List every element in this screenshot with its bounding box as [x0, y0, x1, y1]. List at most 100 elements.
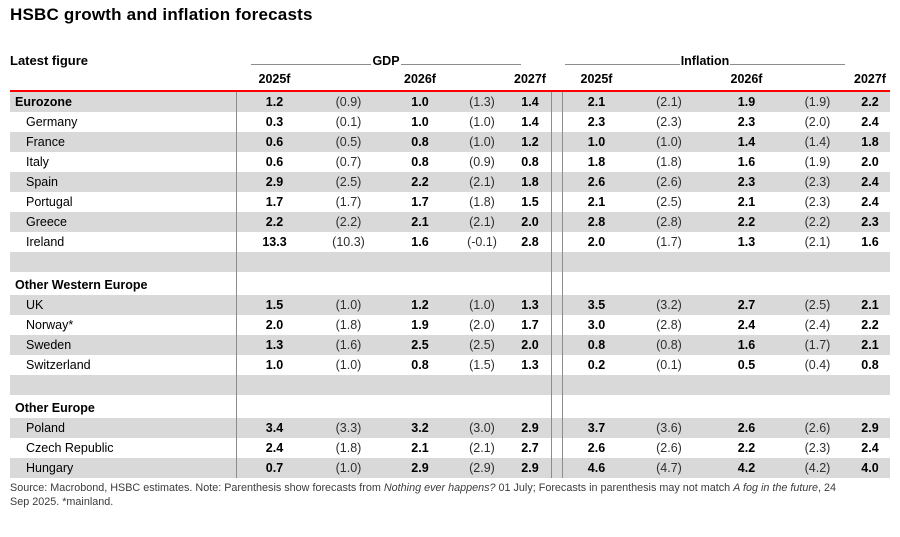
- gdp-2025f-value: 13.3: [262, 235, 287, 249]
- gdp-2027f-value: 1.3: [521, 358, 539, 372]
- inflation-2026f-paren: (2.3): [804, 175, 831, 189]
- gdp-2027f-value: 1.2: [521, 135, 539, 149]
- row-label: Other Western Europe: [10, 272, 237, 295]
- footnote-text: Sep 2025. *mainland.: [10, 496, 114, 508]
- inflation-2026f-paren: (2.1): [804, 235, 831, 249]
- gdp-2026f-value: 1.9: [411, 318, 429, 332]
- inflation-2026f-value: [708, 252, 785, 272]
- gdp-2027f-value: 1.4: [521, 95, 539, 109]
- section-divider: [551, 112, 563, 132]
- gdp-2025f-value: [237, 272, 312, 295]
- gdp-2027f-value: 1.5: [521, 195, 539, 209]
- gdp-2025f-paren: [312, 252, 385, 272]
- source-footnote: Source: Macrobond, HSBC estimates. Note:…: [10, 481, 888, 509]
- gdp-2025f-value: 1.2: [265, 95, 284, 109]
- table-body: Eurozone 1.2 (0.9) 1.0 (1.3) 1.4 2.1 (2.1) 1.9 (1…: [10, 92, 890, 478]
- gdp-2026f-value: 3.2: [411, 421, 429, 435]
- row-label: [10, 375, 237, 395]
- row-label: Hungary: [10, 458, 237, 478]
- inflation-2026f-paren: [785, 375, 850, 395]
- section-divider: [551, 418, 563, 438]
- gdp-2026f-paren: (2.1): [469, 215, 495, 229]
- section-divider: [551, 315, 563, 335]
- section-divider: [551, 152, 563, 172]
- row-other-western-europe: Other Western Europe: [10, 272, 890, 295]
- inflation-2026f-paren: (1.4): [804, 135, 831, 149]
- row-label: Czech Republic: [10, 438, 237, 458]
- row-label: Poland: [10, 418, 237, 438]
- inflation-2026f-value: 2.2: [737, 215, 756, 229]
- row-label: France: [10, 132, 237, 152]
- gdp-2027f-value: 0.8: [521, 155, 539, 169]
- row-label: Sweden: [10, 335, 237, 355]
- inflation-2025f-paren: (2.6): [656, 175, 682, 189]
- inflation-2026f-value: 0.5: [737, 358, 756, 372]
- row-label: Other Europe: [10, 395, 237, 418]
- inflation-2025f-paren: (4.7): [656, 461, 682, 475]
- gdp-2025f-value: [237, 375, 312, 395]
- row-ireland: Ireland 13.3 (10.3) 1.6 (-0.1) 2.8 2.0 (1.7) 1.3…: [10, 232, 890, 252]
- gdp-2027f-value: 2.8: [521, 235, 539, 249]
- inflation-2026f-paren: (2.3): [804, 441, 831, 455]
- gdp-2026f-value: 2.5: [411, 338, 429, 352]
- inflation-2027f-value: [850, 272, 890, 295]
- gdp-2026f-value: [385, 272, 455, 295]
- gdp-2026f-paren: (2.9): [469, 461, 495, 475]
- row-hungary: Hungary 0.7 (1.0) 2.9 (2.9) 2.9 4.6 (4.7) 4.2 (4.…: [10, 458, 890, 478]
- gdp-2026f-value: 1.2: [411, 298, 429, 312]
- gdp-2027f-value: 2.0: [521, 215, 539, 229]
- gdp-2025f-paren: (0.7): [335, 155, 362, 169]
- inflation-2025f-paren: [630, 375, 708, 395]
- inflation-2027f-value: 2.1: [861, 338, 879, 352]
- gdp-2027f-value: 2.9: [521, 421, 539, 435]
- gdp-2025f-value: [237, 252, 312, 272]
- inflation-2026f-value: 2.3: [737, 175, 756, 189]
- gdp-2025f-value: 0.7: [265, 461, 284, 475]
- inflation-2026f-value: 2.7: [737, 298, 756, 312]
- inflation-2026f-paren: (2.5): [804, 298, 831, 312]
- gdp-2025f-paren: [312, 375, 385, 395]
- footnote-text: , 24: [818, 482, 837, 494]
- inflation-2025f-paren: (1.7): [656, 235, 682, 249]
- inflation-2025f-value: 4.6: [587, 461, 606, 475]
- inflation-underline-right: [730, 64, 846, 65]
- gdp-2026f-paren: [455, 272, 509, 295]
- gdp-2027f-value: 2.9: [521, 461, 539, 475]
- section-divider: [551, 458, 563, 478]
- row-sweden: Sweden 1.3 (1.6) 2.5 (2.5) 2.0 0.8 (0.8) 1.6 (1.7…: [10, 335, 890, 355]
- group-header-row: Latest figure GDP Inflation: [10, 46, 890, 68]
- inflation-2026f-paren: (2.0): [804, 115, 831, 129]
- inflation-2026f-paren: (1.9): [804, 95, 831, 109]
- inflation-2026f-paren: (2.3): [804, 195, 831, 209]
- inflation-2027f-value: 2.4: [861, 195, 879, 209]
- gdp-2026f-paren: (3.0): [469, 421, 495, 435]
- inflation-2025f-value: 1.8: [587, 155, 606, 169]
- gdp-2026f-value: 1.7: [411, 195, 429, 209]
- inflation-2027f-value: 2.4: [861, 441, 879, 455]
- section-divider: [551, 355, 563, 375]
- section-divider: [551, 252, 563, 272]
- row-poland: Poland 3.4 (3.3) 3.2 (3.0) 2.9 3.7 (3.6) 2.6 (2.6…: [10, 418, 890, 438]
- gdp-2025f-paren: (0.9): [335, 95, 362, 109]
- row-label: Ireland: [10, 232, 237, 252]
- gdp-2025f-paren: (1.0): [335, 358, 362, 372]
- gdp-2026f-value: [385, 252, 455, 272]
- gdp-2027f-value: 2.0: [521, 338, 539, 352]
- inflation-2025f-value: 3.0: [587, 318, 606, 332]
- row-italy: Italy 0.6 (0.7) 0.8 (0.9) 0.8 1.8 (1.8) 1.6 (1.9)…: [10, 152, 890, 172]
- row-czech-republic: Czech Republic 2.4 (1.8) 2.1 (2.1) 2.7 2.6 (2.6…: [10, 438, 890, 458]
- row-label: [10, 252, 237, 272]
- inflation-year-2025f: 2025f: [580, 72, 613, 86]
- inflation-2025f-value: 2.8: [587, 215, 606, 229]
- gdp-2025f-paren: (1.8): [335, 441, 362, 455]
- inflation-2025f-value: 2.0: [587, 235, 606, 249]
- inflation-2025f-value: 2.1: [587, 195, 606, 209]
- gdp-2027f-value: 1.4: [521, 115, 539, 129]
- gdp-2027f-value: 1.3: [521, 298, 539, 312]
- gdp-2027f-value: 1.7: [521, 318, 539, 332]
- gdp-year-2025f: 2025f: [258, 72, 291, 86]
- gdp-2026f-value: 0.8: [411, 135, 429, 149]
- gdp-2026f-paren: (0.9): [469, 155, 495, 169]
- gdp-2025f-paren: (1.0): [335, 298, 362, 312]
- gdp-2025f-value: 2.9: [265, 175, 284, 189]
